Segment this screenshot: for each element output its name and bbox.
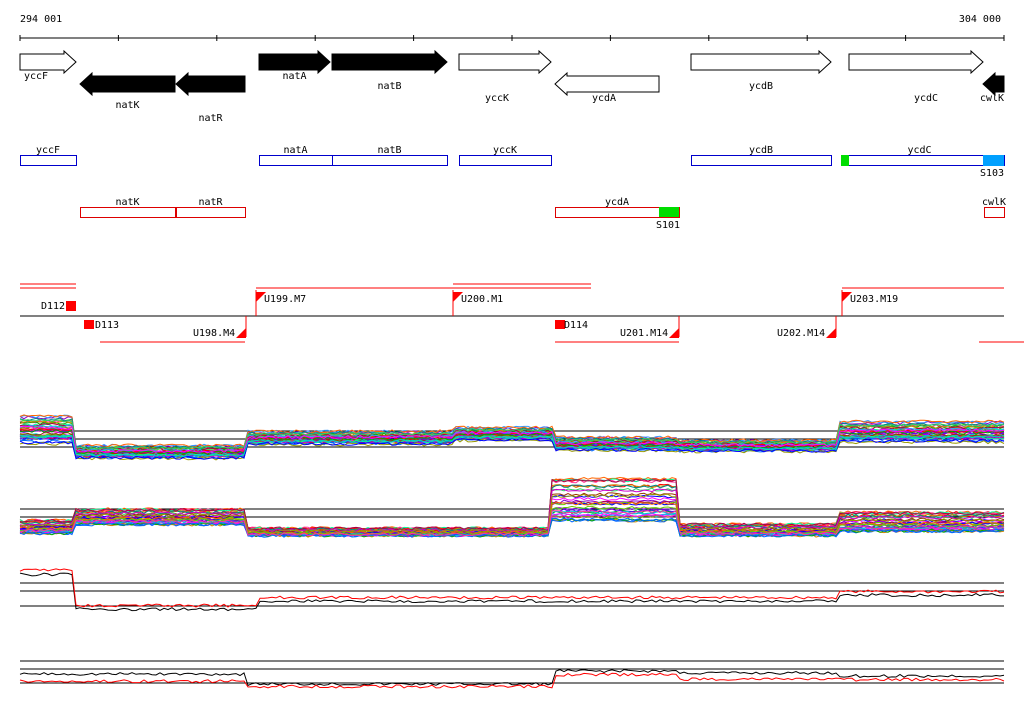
expression-trace	[19, 425, 1005, 454]
expression-trace	[19, 501, 1005, 535]
plus-box-label: ycdB	[749, 145, 773, 156]
gene-arrow-nata[interactable]	[258, 49, 331, 75]
gene-label: natA	[282, 71, 306, 82]
gene-label: ycdA	[592, 93, 616, 104]
segment-u200-label: U200.M1	[461, 294, 503, 305]
gene-arrows-track: yccF natK natR natA natB yccK ycdA ycdB ycdC cwlK	[19, 49, 1005, 124]
gene-arrow-natb[interactable]	[331, 49, 448, 75]
segment-d112-marker[interactable]	[66, 301, 76, 311]
plus-box-natb[interactable]	[332, 155, 448, 166]
gene-label: ycdC	[914, 93, 938, 104]
plus-box-label: natB	[377, 145, 401, 156]
gene-label: yccK	[485, 93, 509, 104]
gene-label: natB	[377, 81, 401, 92]
gene-label: natK	[115, 100, 139, 111]
plus-box-nata[interactable]	[259, 155, 333, 166]
gene-arrow-ycdc[interactable]	[848, 49, 984, 75]
segment-d112-label: D112	[41, 301, 65, 312]
plus-box-label: yccF	[36, 145, 60, 156]
minus-box-cwlk[interactable]	[984, 207, 1005, 218]
segment-d113-marker[interactable]	[84, 320, 94, 329]
feature-s103-label: S103	[980, 168, 1004, 179]
ruler-end-label: 304 000	[959, 14, 1001, 25]
feature-s103-box[interactable]	[983, 155, 1004, 166]
plus-box-label: ycdC	[907, 145, 931, 156]
gene-arrow-cwlk[interactable]	[982, 71, 1005, 97]
ruler-start-label: 294 001	[20, 14, 62, 25]
plus-box-label: yccK	[493, 145, 517, 156]
minus-box-natr[interactable]	[176, 207, 246, 218]
segment-u202-label: U202.M14	[777, 328, 825, 339]
segment-d114-marker[interactable]	[555, 320, 565, 329]
minus-box-ycda[interactable]	[555, 207, 680, 218]
expression-trace	[19, 669, 1005, 687]
gene-label: cwlK	[980, 93, 1004, 104]
plus-box-ycdb[interactable]	[691, 155, 832, 166]
plus-box-yccf[interactable]	[20, 155, 77, 166]
gene-arrow-ycda[interactable]	[554, 71, 660, 97]
expression-trace	[19, 434, 1005, 458]
expression-trace	[19, 438, 1005, 461]
expression-trace	[19, 488, 1005, 533]
segment-u199-label: U199.M7	[264, 294, 306, 305]
expression-trace	[19, 422, 1005, 452]
expression-panel-1	[19, 414, 1005, 461]
minus-box-label: natR	[198, 197, 223, 208]
segment-u201-marker[interactable]	[669, 328, 679, 338]
minus-strand-track: natK natR ycdA cwlK	[80, 197, 1006, 218]
gene-label: yccF	[24, 71, 48, 82]
expression-panel-2	[19, 476, 1005, 538]
segment-u203-label: U203.M19	[850, 294, 898, 305]
plus-box-ycdc[interactable]	[841, 155, 1005, 166]
expression-trace	[19, 428, 1005, 454]
expression-trace	[19, 672, 1005, 689]
expression-trace	[19, 493, 1005, 534]
gene-arrow-natk[interactable]	[79, 71, 176, 97]
gene-arrow-natr[interactable]	[175, 71, 246, 97]
expression-trace	[19, 509, 1005, 537]
gene-arrow-yccf[interactable]	[19, 49, 77, 75]
segment-u200-marker[interactable]	[453, 292, 463, 302]
expression-trace	[19, 568, 1005, 608]
segment-u198-marker[interactable]	[236, 328, 246, 338]
plus-box-label: natA	[283, 145, 307, 156]
minus-box-label: natK	[115, 197, 139, 208]
gene-label: ycdB	[749, 81, 773, 92]
expression-panel-4	[19, 660, 1005, 689]
gene-label: natR	[198, 113, 223, 124]
feature-s101-box[interactable]	[659, 207, 679, 217]
segment-u202-marker[interactable]	[826, 328, 836, 338]
minus-box-label: cwlK	[982, 197, 1006, 208]
segment-u203-marker[interactable]	[842, 292, 852, 302]
coordinate-ruler: 294 001 304 000	[19, 14, 1005, 41]
expression-trace	[19, 438, 1005, 460]
expression-panel-3	[19, 568, 1005, 612]
expression-trace	[19, 414, 1005, 448]
segment-d113-label: D113	[95, 320, 119, 331]
gene-arrow-ycdb[interactable]	[690, 49, 832, 75]
minus-box-natk[interactable]	[80, 207, 176, 218]
expression-trace	[19, 572, 1004, 612]
segment-d114-label: D114	[564, 320, 588, 331]
gene-arrow-ycck[interactable]	[458, 49, 552, 75]
segment-u198-label: U198.M4	[193, 328, 235, 339]
feature-green-box[interactable]	[841, 155, 849, 166]
segment-u201-label: U201.M14	[620, 328, 668, 339]
segment-u199-marker[interactable]	[256, 292, 266, 302]
expression-trace	[19, 476, 1005, 531]
expression-trace	[19, 478, 1005, 531]
segment-track: D112 D113 U198.M4 U199.M7 U200.M1 D114 U…	[20, 283, 1024, 343]
expression-trace	[19, 419, 1005, 450]
plus-strand-track: yccF natA natB yccK ycdB ycdC	[20, 145, 1005, 166]
feature-s101-label: S101	[656, 220, 680, 231]
plus-box-ycck[interactable]	[459, 155, 552, 166]
minus-box-label: ycdA	[605, 197, 629, 208]
feature-markers: S101 S103	[656, 155, 1004, 231]
